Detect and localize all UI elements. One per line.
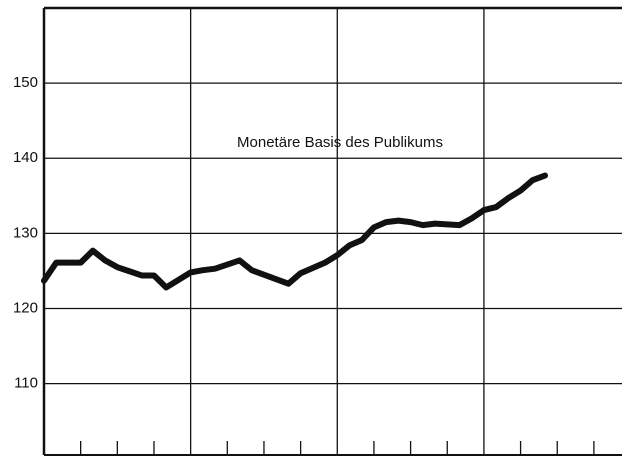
data-line xyxy=(41,172,549,291)
annotation: Monetäre Basis des Publikums xyxy=(237,134,443,151)
y-tick-label: 140 xyxy=(13,149,38,166)
y-tick-label: 130 xyxy=(13,224,38,241)
y-tick-label: 110 xyxy=(14,375,38,392)
y-tick-label: 120 xyxy=(13,299,38,316)
y-tick-label: 150 xyxy=(13,74,38,91)
